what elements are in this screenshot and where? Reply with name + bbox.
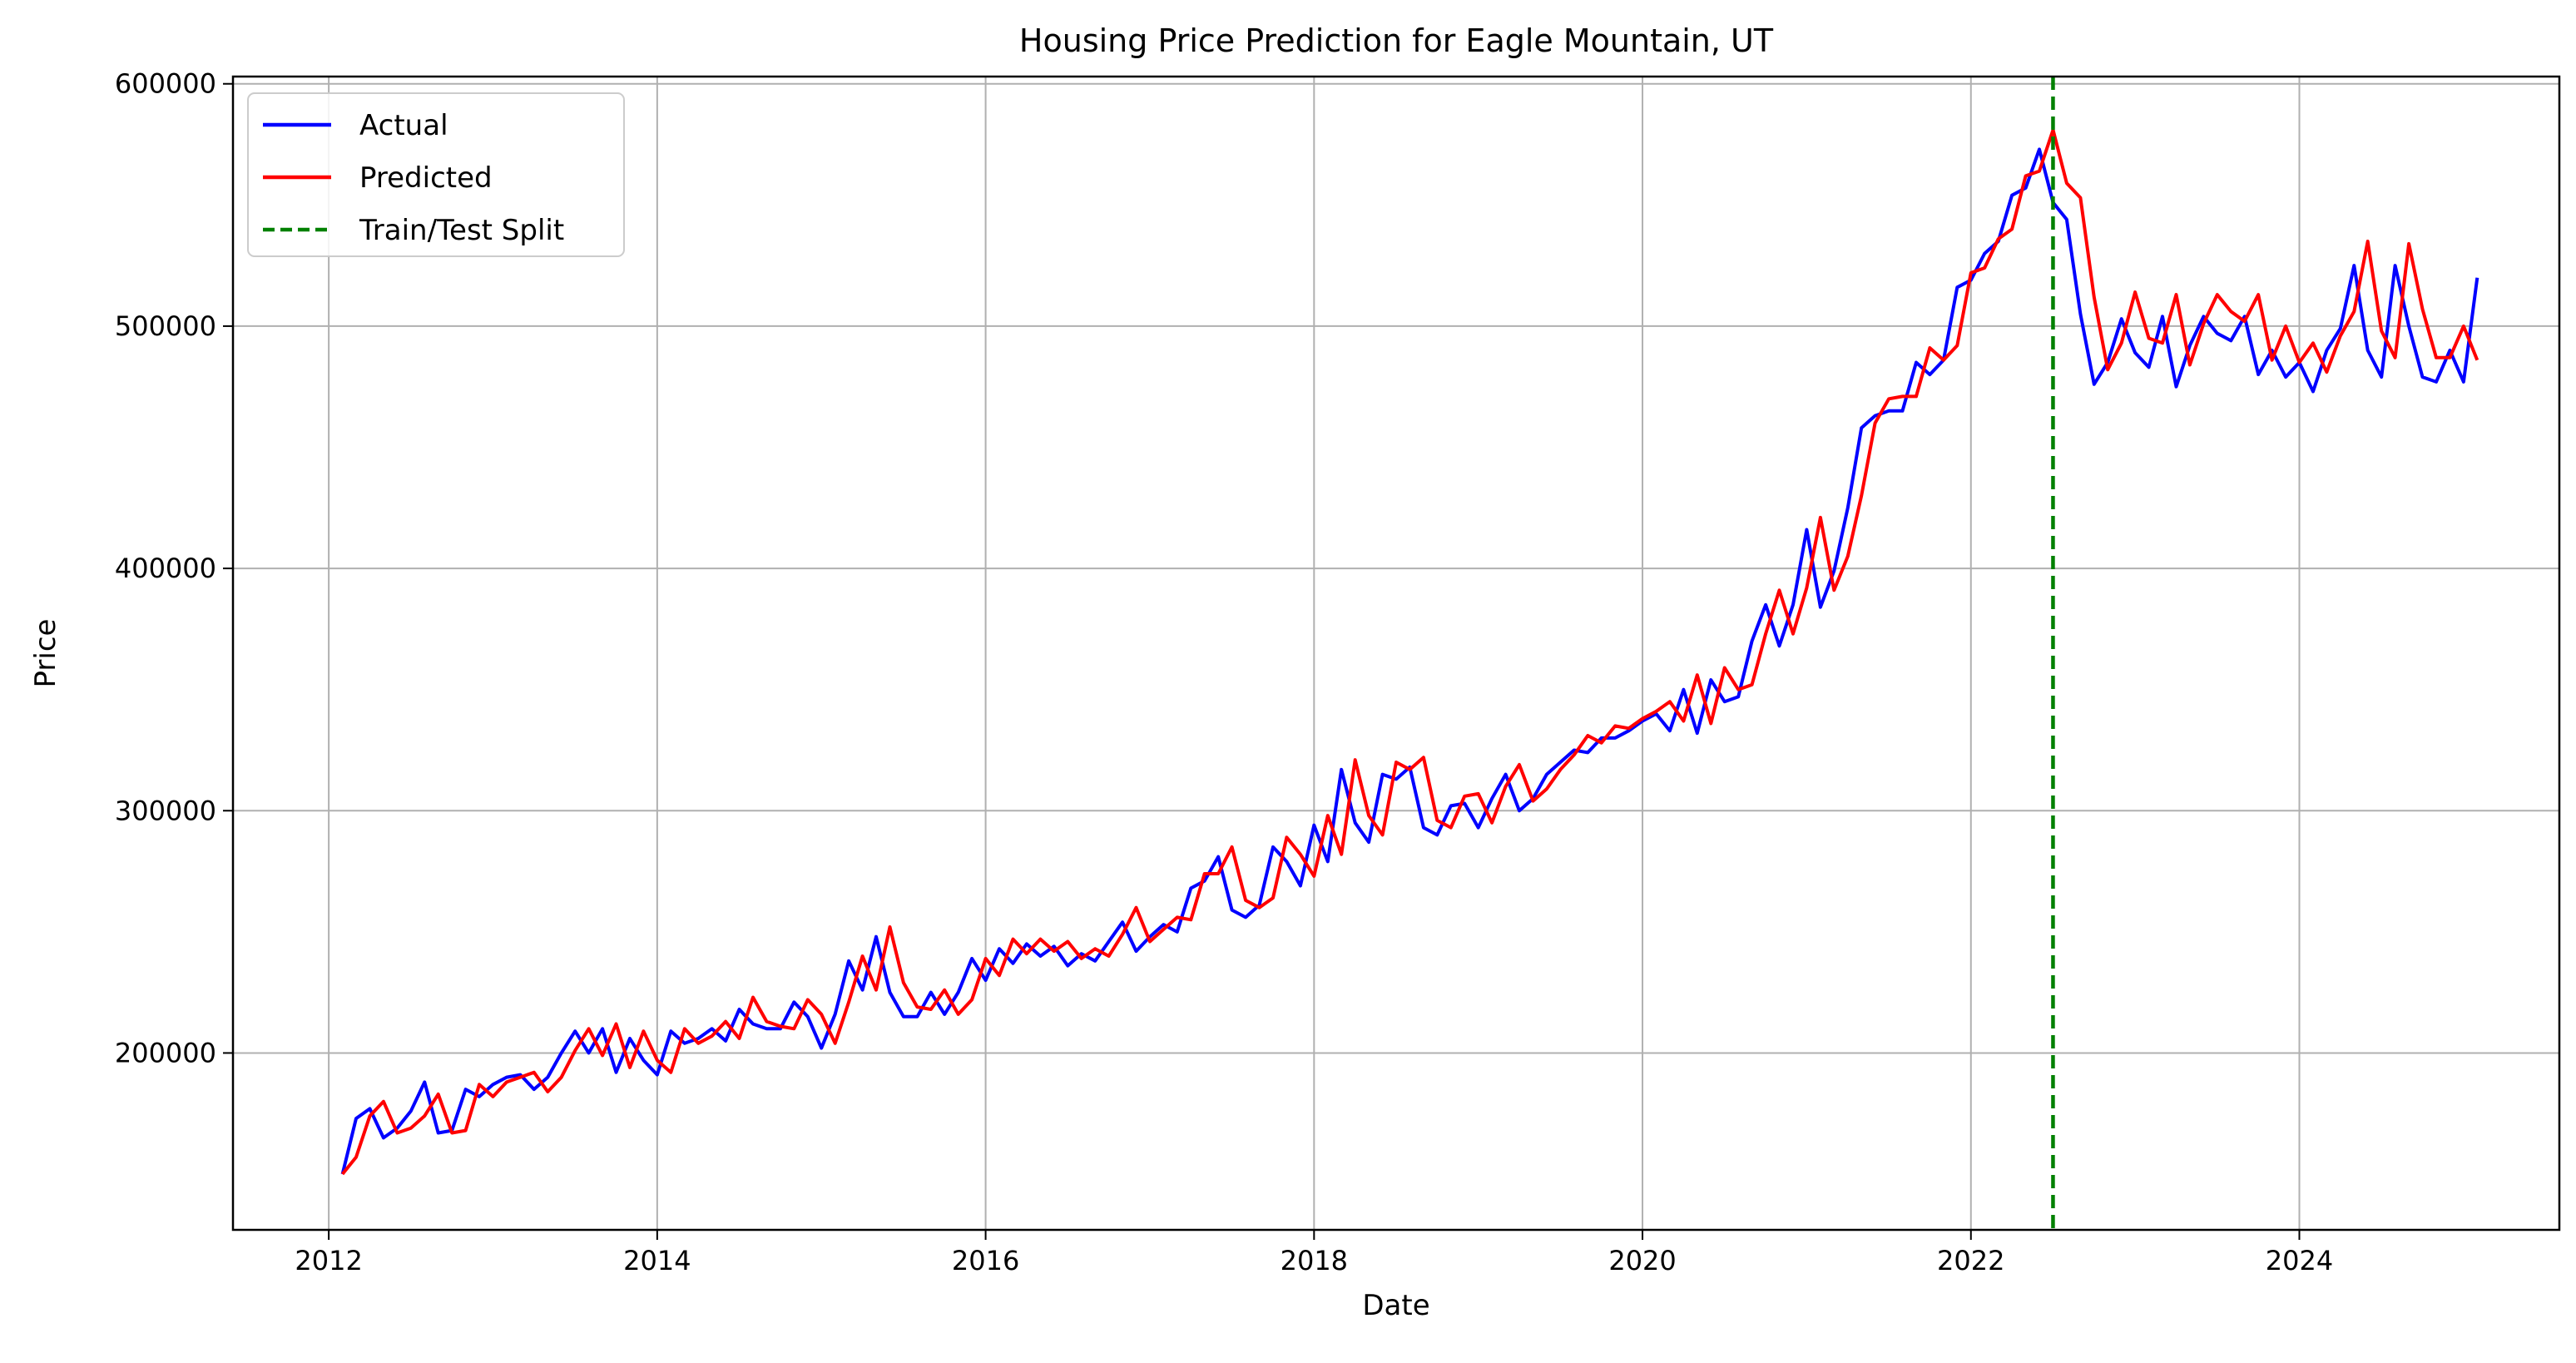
series-line-actual [340, 147, 2479, 1175]
series-layer [340, 77, 2479, 1230]
x-tick-label: 2014 [623, 1245, 691, 1276]
x-tick-label: 2024 [2266, 1245, 2333, 1276]
x-tick-label: 2022 [1937, 1245, 2004, 1276]
y-tick-label: 400000 [115, 553, 216, 584]
grid-lines [233, 77, 2559, 1230]
legend: Actual Predicted Train/Test Split [247, 92, 625, 257]
y-tick-label: 200000 [115, 1037, 216, 1068]
plot-frame [231, 75, 2561, 1232]
y-tick-label: 600000 [115, 68, 216, 100]
legend-label-predicted: Predicted [359, 161, 493, 195]
x-tick-label: 2012 [295, 1245, 362, 1276]
legend-box [247, 92, 625, 257]
x-tick-label: 2016 [952, 1245, 1019, 1276]
x-tick-label: 2018 [1281, 1245, 1348, 1276]
axis-ticks: 2012 2014 2016 2018 2020 2022 2024 200000 300000… [115, 68, 2333, 1276]
x-tick-label: 2020 [1608, 1245, 1676, 1276]
chart-title: Housing Price Prediction for Eagle Mount… [1019, 22, 1774, 59]
y-tick-label: 300000 [115, 795, 216, 826]
y-tick-label: 500000 [115, 310, 216, 342]
y-axis-label: Price [29, 619, 62, 688]
legend-label-train-test-split: Train/Test Split [359, 214, 564, 247]
x-axis-label: Date [1362, 1289, 1429, 1322]
legend-label-actual: Actual [359, 109, 448, 142]
series-line-predicted [341, 128, 2479, 1176]
